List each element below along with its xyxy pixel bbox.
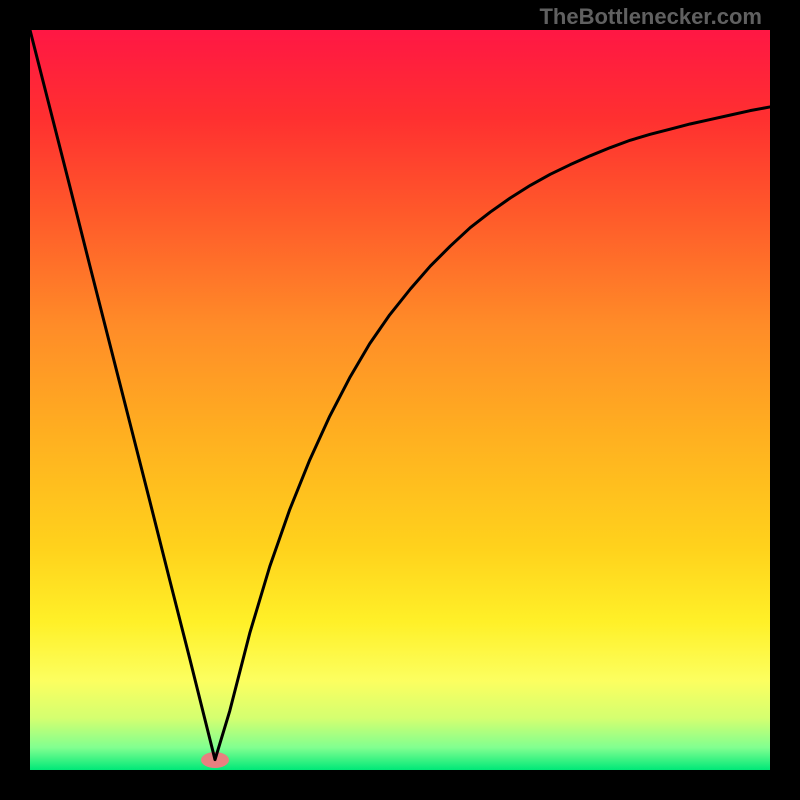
border-bottom <box>0 770 800 800</box>
plot-area <box>30 30 770 770</box>
border-left <box>0 0 30 800</box>
highlight-marker <box>201 752 229 768</box>
watermark-text: TheBottlenecker.com <box>539 4 762 30</box>
border-right <box>770 0 800 800</box>
